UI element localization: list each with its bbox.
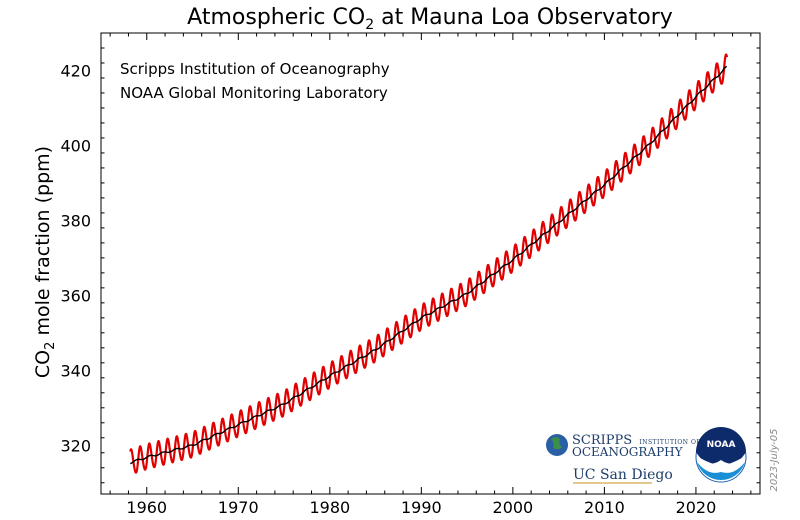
x-tick-label: 1970 (218, 498, 259, 517)
oceanography-wordmark: OCEANOGRAPHY (572, 445, 684, 459)
noaa-logo-top (696, 427, 746, 464)
x-tick-label: 1980 (309, 498, 350, 517)
x-axis-ticks: 1960 1970 1980 1990 2000 2010 2020 (109, 33, 752, 517)
plot-frame (100, 32, 761, 495)
y-tick-label: 400 (60, 136, 91, 155)
y-tick-label: 380 (60, 211, 91, 230)
x-tick-label: 2000 (493, 498, 534, 517)
scripps-globe-land (551, 437, 562, 450)
noaa-wordmark: NOAA (707, 440, 736, 450)
scripps-word: SCRIPPS (572, 433, 632, 448)
ucsd-logo: UC San Diego (573, 467, 673, 484)
scripps-wordmark: SCRIPPS INSTITUTION OF (572, 433, 701, 448)
scripps-institution-of: INSTITUTION OF (639, 439, 701, 446)
x-tick-label: 1990 (401, 498, 442, 517)
ylabel-rest: mole fraction (ppm) (32, 146, 54, 342)
y-axis-label: CO2 mole fraction (ppm) (32, 146, 58, 378)
noaa-logo-bottom (697, 462, 745, 480)
title-main: Atmospheric CO (187, 5, 365, 30)
ylabel-subscript: 2 (43, 342, 58, 350)
trend-line (130, 65, 728, 465)
y-tick-label: 340 (60, 361, 91, 380)
monthly-co2-line (129, 53, 729, 474)
y-tick-label: 420 (60, 61, 91, 80)
ylabel-main: CO (32, 350, 54, 378)
title-subscript: 2 (365, 17, 374, 33)
ucsd-wordmark: UC San Diego (573, 467, 673, 483)
annotation-scripps: Scripps Institution of Oceanography (120, 60, 390, 78)
annotation-noaa: NOAA Global Monitoring Laboratory (120, 84, 388, 102)
noaa-logo: NOAA (695, 427, 747, 483)
date-stamp: 2023-July-05 (769, 428, 780, 491)
x-tick-label: 2010 (584, 498, 625, 517)
chart-title: Atmospheric CO2 at Mauna Loa Observatory (187, 5, 673, 33)
title-rest: at Mauna Loa Observatory (374, 5, 673, 30)
y-tick-label: 320 (60, 436, 91, 455)
x-tick-label: 1960 (126, 498, 167, 517)
scripps-logo: SCRIPPS INSTITUTION OF OCEANOGRAPHY (546, 433, 701, 459)
y-axis-ticks: 320 340 360 380 400 420 (60, 47, 760, 484)
noaa-gull-icon (700, 458, 742, 471)
y-tick-label: 360 (60, 286, 91, 305)
x-tick-label: 2020 (676, 498, 717, 517)
